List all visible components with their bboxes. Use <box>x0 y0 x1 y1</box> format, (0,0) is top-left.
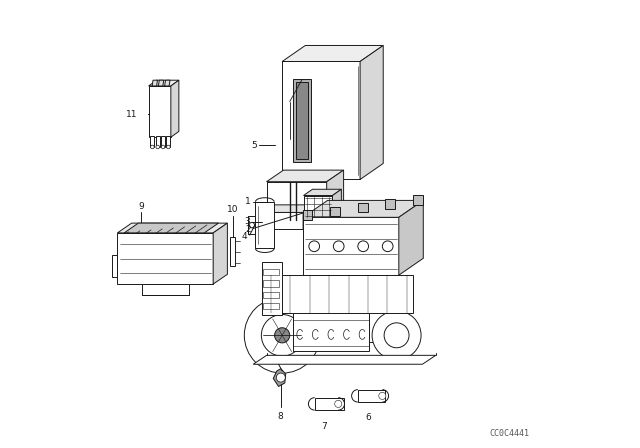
Bar <box>156 136 160 147</box>
Circle shape <box>335 401 342 407</box>
Circle shape <box>379 392 386 400</box>
Bar <box>262 212 303 229</box>
Polygon shape <box>360 45 383 180</box>
Bar <box>303 211 312 220</box>
Polygon shape <box>262 205 314 212</box>
Bar <box>330 207 340 216</box>
Bar <box>284 219 291 228</box>
Bar <box>150 136 154 147</box>
Circle shape <box>275 328 290 343</box>
Circle shape <box>382 241 393 252</box>
Polygon shape <box>142 284 189 295</box>
Text: 7: 7 <box>321 422 327 431</box>
Bar <box>282 61 360 180</box>
Bar <box>262 262 282 315</box>
Bar <box>255 202 274 249</box>
Text: 3: 3 <box>244 217 250 226</box>
Polygon shape <box>213 223 227 284</box>
Text: 10: 10 <box>227 205 238 214</box>
Bar <box>303 217 399 275</box>
Circle shape <box>156 145 159 149</box>
Text: 5: 5 <box>251 141 257 150</box>
Bar <box>230 237 236 266</box>
Polygon shape <box>148 80 179 86</box>
Bar <box>385 199 396 208</box>
Circle shape <box>358 241 369 252</box>
Bar <box>315 398 344 410</box>
Bar <box>296 82 308 159</box>
Polygon shape <box>171 80 179 137</box>
Polygon shape <box>332 189 341 219</box>
Bar <box>272 219 279 228</box>
Polygon shape <box>152 80 157 86</box>
Bar <box>267 182 326 220</box>
Polygon shape <box>326 170 344 220</box>
Polygon shape <box>303 205 314 229</box>
Circle shape <box>333 241 344 252</box>
Circle shape <box>161 145 165 149</box>
Bar <box>264 280 279 287</box>
Bar <box>293 311 369 351</box>
Circle shape <box>150 145 154 149</box>
Bar <box>319 219 326 228</box>
Text: 4: 4 <box>242 232 248 241</box>
Bar <box>293 79 311 162</box>
Bar <box>358 390 385 402</box>
Circle shape <box>309 241 319 252</box>
Polygon shape <box>303 200 423 217</box>
Polygon shape <box>282 45 383 61</box>
Bar <box>358 202 367 212</box>
Polygon shape <box>273 369 285 387</box>
Bar <box>264 269 279 275</box>
Text: CC0C4441: CC0C4441 <box>489 429 529 438</box>
Bar <box>266 275 413 313</box>
Bar <box>307 219 314 228</box>
Text: 8: 8 <box>277 412 283 421</box>
Bar <box>166 136 170 147</box>
Polygon shape <box>158 80 164 86</box>
Circle shape <box>244 297 320 373</box>
Circle shape <box>166 145 170 149</box>
Circle shape <box>249 223 255 228</box>
Circle shape <box>372 311 421 360</box>
Bar <box>148 86 171 137</box>
Circle shape <box>276 373 285 382</box>
Polygon shape <box>117 223 227 233</box>
Bar <box>264 292 279 298</box>
Polygon shape <box>399 200 423 275</box>
Text: 1: 1 <box>245 197 251 206</box>
Bar <box>303 195 332 219</box>
Polygon shape <box>253 355 436 364</box>
Polygon shape <box>267 170 344 182</box>
Circle shape <box>261 314 303 356</box>
Circle shape <box>384 323 409 348</box>
Text: 2: 2 <box>245 225 250 234</box>
Text: 9: 9 <box>138 202 144 211</box>
Polygon shape <box>112 255 117 277</box>
Bar <box>264 303 279 310</box>
Bar <box>161 136 165 147</box>
Polygon shape <box>248 216 255 234</box>
Bar <box>117 233 213 284</box>
Polygon shape <box>303 189 341 195</box>
Bar <box>413 195 423 205</box>
Bar <box>369 311 407 342</box>
Polygon shape <box>164 80 170 86</box>
Text: 6: 6 <box>365 413 371 422</box>
Polygon shape <box>124 223 218 233</box>
Bar <box>295 219 303 228</box>
Text: 11: 11 <box>126 110 138 119</box>
